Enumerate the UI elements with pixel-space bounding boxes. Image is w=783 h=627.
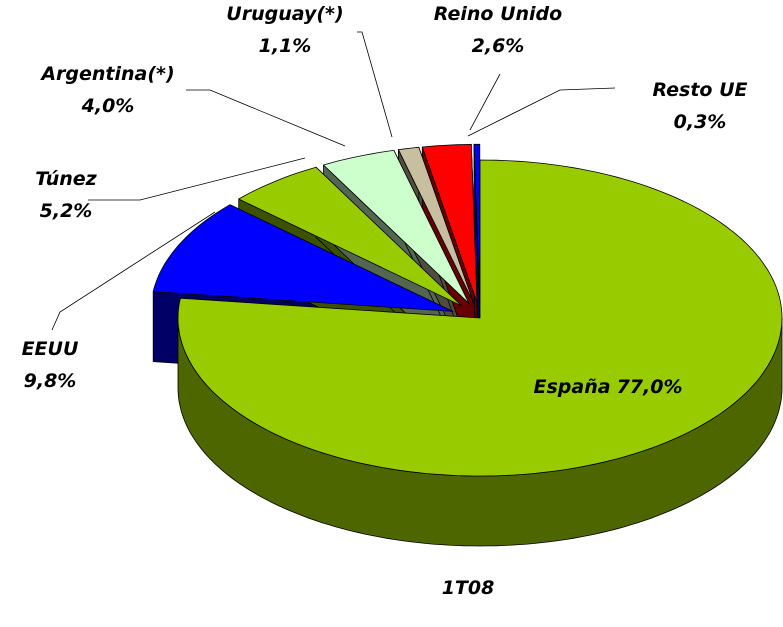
category-label: Resto UE [652, 79, 747, 101]
leader-line [88, 157, 306, 201]
slice-label: España 77,0% [534, 376, 683, 398]
slice-label: Reino Unido 2,6% [434, 3, 562, 57]
slice-label: Argentina(*) 4,0% [39, 63, 174, 117]
chart-title: 1T08 [442, 577, 495, 599]
value-label: 2,6% [472, 35, 525, 57]
value-label: 9,8% [24, 370, 77, 392]
slice [421, 144, 478, 303]
leader-line [467, 87, 616, 137]
category-label: EEUU [22, 338, 79, 360]
value-label: 4,0% [81, 95, 135, 117]
slice-label: Resto UE 0,3% [652, 79, 747, 133]
slice-label: Uruguay(*) 1,1% [226, 3, 343, 57]
slice [152, 204, 454, 312]
value-label: 5,2% [40, 200, 93, 222]
slice [473, 143, 481, 303]
value-label: 0,3% [674, 111, 727, 133]
leader-line [357, 31, 393, 138]
slice [238, 166, 462, 307]
value-label: 77,0% [617, 376, 683, 398]
slice-label: Túnez 5,2% [35, 168, 97, 222]
leader-line [469, 73, 501, 131]
slice-label: EEUU 9,8% [22, 338, 79, 392]
leader-line [186, 89, 346, 147]
slice [398, 146, 474, 304]
leader-line [51, 211, 216, 331]
category-label: España [534, 376, 611, 398]
value-label: 1,1% [259, 35, 312, 57]
category-label: Túnez [35, 168, 97, 190]
category-label: Uruguay(*) [226, 3, 343, 25]
category-label: Argentina(*) [39, 63, 174, 85]
category-label: Reino Unido [434, 3, 562, 25]
slice [323, 150, 470, 304]
slice [177, 159, 783, 477]
